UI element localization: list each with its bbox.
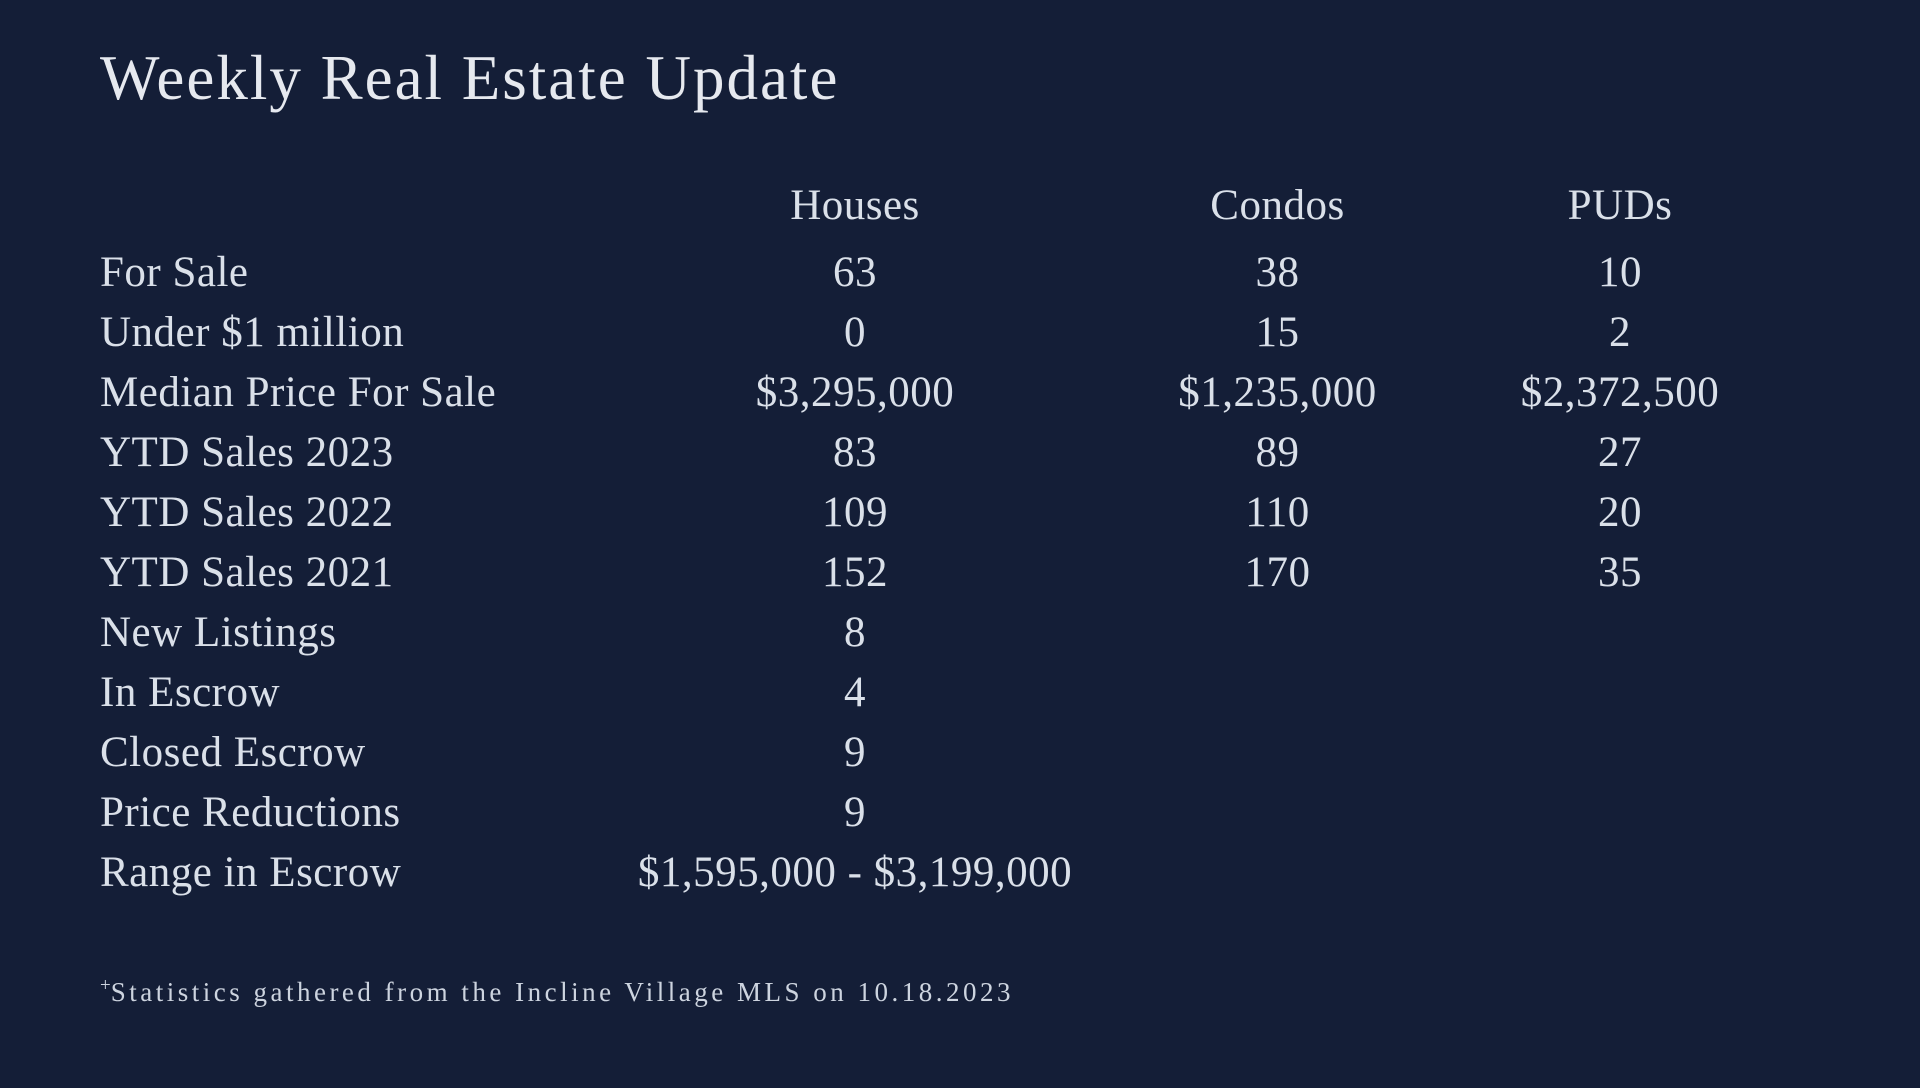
footnote-text: Statistics gathered from the Incline Vil…: [110, 977, 1014, 1008]
houses-value: 9: [844, 789, 866, 837]
table-header-row: Houses Condos PUDs: [100, 176, 1920, 236]
table-row: YTD Sales 2023 83 89 27: [100, 423, 1920, 483]
condos-value: $1,235,000: [1178, 369, 1377, 417]
row-label: YTD Sales 2022: [100, 489, 394, 537]
row-label: YTD Sales 2021: [100, 549, 394, 597]
table-row: Under $1 million 0 15 2: [100, 303, 1920, 363]
houses-value: 109: [822, 489, 888, 537]
table-row: In Escrow 4: [100, 663, 1920, 723]
condos-value: 170: [1244, 549, 1311, 597]
puds-value: 20: [1598, 489, 1642, 537]
row-label: Price Reductions: [100, 789, 401, 837]
table-row: Range in Escrow $1,595,000 - $3,199,000: [100, 843, 1920, 903]
houses-value: 83: [833, 429, 877, 477]
row-label: YTD Sales 2023: [100, 429, 394, 477]
puds-value: 10: [1598, 249, 1642, 297]
column-header-houses: Houses: [790, 182, 920, 230]
table-row: YTD Sales 2021 152 170 35: [100, 543, 1920, 603]
row-label: Median Price For Sale: [100, 369, 497, 417]
houses-value: 0: [844, 309, 866, 357]
condos-value: 89: [1255, 429, 1300, 477]
slide-content: Weekly Real Estate Update Houses Condos …: [100, 43, 1920, 1008]
table-row: New Listings 8: [100, 603, 1920, 663]
houses-value: 4: [844, 669, 866, 717]
table-body: For Sale 63 38 10 Under $1 million 0 15 2 Median…: [100, 243, 1920, 903]
puds-value: 35: [1598, 549, 1642, 597]
puds-value: 2: [1609, 309, 1631, 357]
page-title: Weekly Real Estate Update: [100, 43, 840, 113]
table-row: YTD Sales 2022 109 110 20: [100, 483, 1920, 543]
stats-table: Houses Condos PUDs For Sale 63 38 10 Under $…: [100, 176, 1920, 903]
row-label: New Listings: [100, 609, 337, 657]
condos-value: 110: [1245, 489, 1310, 537]
row-label: Range in Escrow: [100, 849, 402, 897]
table-row: Median Price For Sale $3,295,000 $1,235,00…: [100, 363, 1920, 423]
puds-value: $2,372,500: [1520, 369, 1720, 417]
puds-value: 27: [1598, 429, 1642, 477]
column-header-puds: PUDs: [1567, 182, 1673, 230]
column-header-condos: Condos: [1210, 182, 1345, 230]
footnote: +Statistics gathered from the Incline Vi…: [100, 975, 1920, 1008]
row-label: In Escrow: [100, 669, 281, 717]
row-label: For Sale: [100, 249, 249, 297]
houses-value: $1,595,000 - $3,199,000: [637, 849, 1073, 897]
houses-value: 63: [833, 249, 877, 297]
footnote-marker: +: [100, 975, 111, 997]
houses-value: 8: [844, 609, 866, 657]
houses-value: 152: [822, 549, 888, 597]
houses-value: $3,295,000: [755, 369, 955, 417]
table-row: For Sale 63 38 10: [100, 243, 1920, 303]
table-row: Price Reductions 9: [100, 783, 1920, 843]
row-label: Closed Escrow: [100, 729, 366, 777]
row-label: Under $1 million: [100, 309, 405, 357]
condos-value: 38: [1255, 249, 1300, 297]
condos-value: 15: [1255, 309, 1300, 357]
table-row: Closed Escrow 9: [100, 723, 1920, 783]
houses-value: 9: [844, 729, 866, 777]
